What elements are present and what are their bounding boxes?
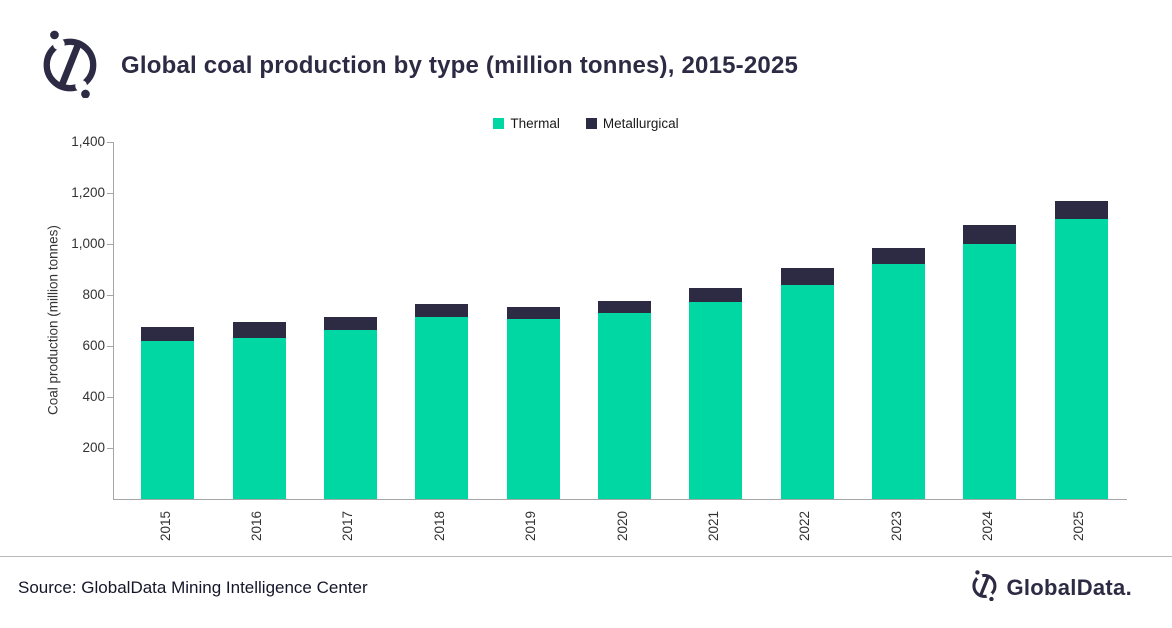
bar-segment-metallurgical-2022 <box>780 267 834 286</box>
x-axis-label: 2019 <box>523 511 539 542</box>
x-axis-label: 2024 <box>979 511 995 542</box>
x-axis-label: 2022 <box>797 511 813 542</box>
y-tick-label: 200 <box>82 440 105 455</box>
plot-area <box>113 142 1127 500</box>
bar-segment-metallurgical-2024 <box>963 225 1017 244</box>
source-text: Source: GlobalData Mining Intelligence C… <box>18 578 368 597</box>
legend-item: Metallurgical <box>585 116 679 131</box>
globaldata-logo-icon <box>38 30 100 103</box>
y-tick-mark <box>107 193 113 194</box>
y-tick-mark <box>107 142 113 143</box>
globaldata-brand: GlobalData. <box>970 570 1132 606</box>
bar-segment-metallurgical-2018 <box>415 303 469 317</box>
bar-segment-thermal-2020 <box>598 312 651 499</box>
footer-divider <box>0 556 1172 557</box>
x-axis-label: 2025 <box>1071 511 1087 542</box>
bar-segment-thermal-2025 <box>1054 219 1108 499</box>
bar-segment-metallurgical-2016 <box>232 321 286 339</box>
bar-segment-thermal-2016 <box>232 338 286 499</box>
x-axis-label: 2023 <box>888 511 904 542</box>
legend-label: Metallurgical <box>602 116 679 131</box>
y-tick-label: 800 <box>82 287 105 302</box>
legend-label: Thermal <box>510 116 560 131</box>
legend-swatch <box>493 118 505 129</box>
bar-segment-thermal-2022 <box>780 285 834 499</box>
bar-segment-metallurgical-2025 <box>1054 200 1108 220</box>
globaldata-wordmark: GlobalData. <box>1006 575 1132 600</box>
bar-segment-metallurgical-2019 <box>506 306 560 319</box>
bar-segment-thermal-2021 <box>689 301 743 499</box>
bar-segment-thermal-2024 <box>963 243 1017 499</box>
y-tick-label: 1,200 <box>71 185 105 200</box>
y-tick-mark <box>107 295 113 296</box>
bar-segment-thermal-2015 <box>141 341 195 499</box>
y-tick-mark <box>107 346 113 347</box>
y-tick-label: 1,000 <box>71 236 105 251</box>
legend-swatch <box>585 118 597 129</box>
y-tick-label: 400 <box>82 389 105 404</box>
bar-segment-thermal-2018 <box>415 316 469 499</box>
y-tick-label: 600 <box>82 338 105 353</box>
bar-segment-metallurgical-2015 <box>141 327 195 342</box>
y-tick-label: 1,400 <box>71 134 105 149</box>
bar-segment-metallurgical-2020 <box>598 300 651 313</box>
chart-title: Global coal production by type (million … <box>121 52 799 79</box>
y-tick-mark <box>107 397 113 398</box>
legend-item: Thermal <box>493 116 560 131</box>
bar-segment-thermal-2017 <box>323 329 377 499</box>
y-tick-mark <box>107 448 113 449</box>
x-axis-label: 2021 <box>705 511 721 542</box>
x-axis-label: 2017 <box>340 511 356 542</box>
bars-layer <box>122 142 1127 499</box>
x-axis-label: 2018 <box>431 511 447 542</box>
bar-segment-thermal-2023 <box>872 263 926 499</box>
x-axis-label: 2020 <box>614 511 630 542</box>
y-tick-mark <box>107 244 113 245</box>
bar-segment-thermal-2019 <box>506 318 560 499</box>
globaldata-footer-logo-icon <box>970 570 998 606</box>
x-axis-label: 2015 <box>157 511 173 542</box>
bar-segment-metallurgical-2021 <box>689 287 743 302</box>
x-axis-label: 2016 <box>249 511 265 542</box>
x-labels: 2015 2016 2017 2018 2019 2020 2021 2022 2023 2024… <box>121 505 1126 553</box>
bar-segment-metallurgical-2023 <box>872 247 926 264</box>
bar-segment-metallurgical-2017 <box>323 316 377 330</box>
legend: Thermal Metallurgical <box>0 116 1172 131</box>
